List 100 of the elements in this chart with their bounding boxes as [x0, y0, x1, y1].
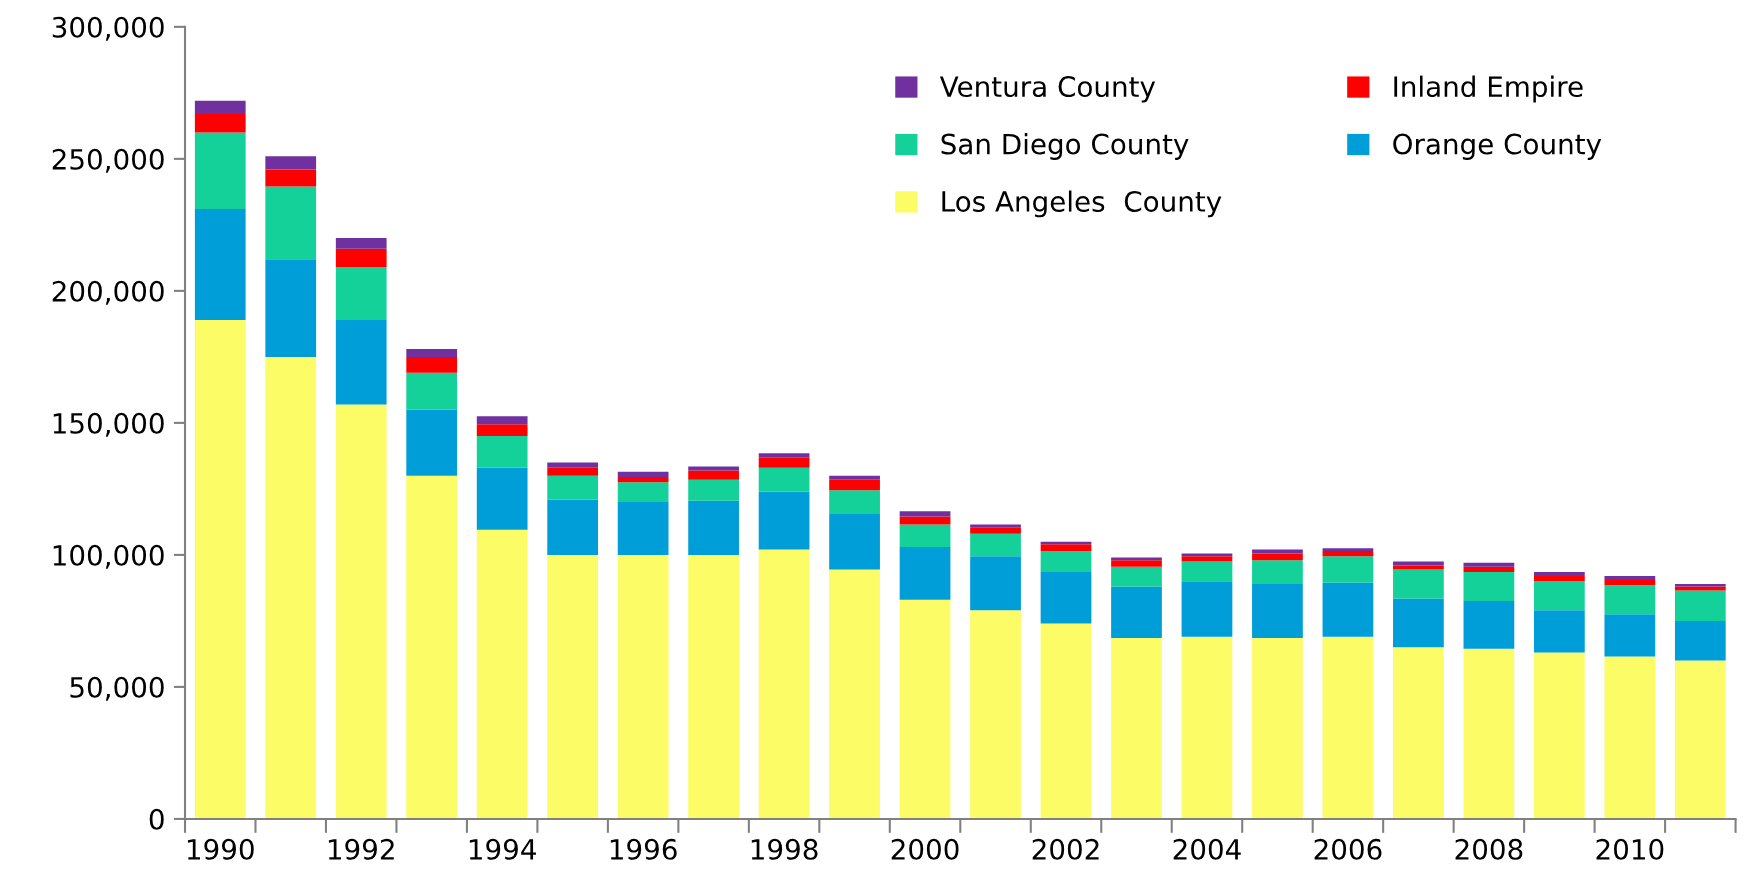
- x-tick-label: 2002: [1032, 838, 1099, 860]
- bar: [1252, 553, 1303, 561]
- x-tick-label: 1992: [328, 838, 394, 860]
- bar: [970, 533, 1021, 557]
- bar: [758, 491, 810, 550]
- bar: [617, 477, 669, 483]
- bar: [1252, 560, 1303, 584]
- bar: [547, 475, 599, 500]
- bar: [265, 156, 317, 170]
- bar: [1181, 561, 1233, 582]
- y-tick-label: 50,000: [70, 676, 164, 701]
- legend-label: Inland Empire: [1394, 75, 1583, 103]
- bar: [1111, 586, 1162, 639]
- bar: [335, 248, 387, 268]
- y-tick-label: 250,000: [52, 148, 164, 173]
- bar: [1463, 562, 1515, 567]
- bar: [970, 610, 1021, 819]
- y-tick-label: 200,000: [52, 280, 164, 305]
- x-tick-label: 1994: [469, 838, 536, 860]
- bar: [335, 319, 387, 405]
- bar: [406, 372, 458, 410]
- bar: [688, 500, 739, 555]
- y-tick-label: 100,000: [53, 544, 164, 569]
- bar: [1040, 544, 1092, 551]
- bar: [758, 453, 810, 458]
- bar: [335, 267, 387, 320]
- bar: [1393, 647, 1444, 819]
- bar: [1604, 585, 1656, 615]
- bar: [1534, 572, 1585, 577]
- bar: [1322, 636, 1374, 819]
- bar: [758, 457, 810, 468]
- bar: [406, 475, 458, 819]
- bar: [829, 479, 880, 491]
- bar: [1463, 648, 1515, 819]
- bar: [829, 513, 880, 570]
- y-tick-label: 150,000: [53, 412, 164, 437]
- bar: [688, 470, 739, 480]
- bar: [406, 356, 458, 373]
- bar: [758, 549, 810, 819]
- legend-label: San Diego County: [941, 133, 1189, 160]
- x-tick-label: 2008: [1455, 838, 1523, 860]
- bar: [194, 319, 246, 819]
- bar: [547, 462, 599, 468]
- bar: [265, 356, 317, 819]
- bar: [1181, 581, 1233, 637]
- bar: [617, 471, 669, 478]
- y-tick-label: 0: [149, 808, 164, 830]
- legend-label: Ventura County: [939, 76, 1156, 103]
- bar: [265, 186, 317, 260]
- bar: [476, 424, 528, 437]
- bar: [688, 466, 739, 471]
- bar: [406, 409, 458, 476]
- bar: [970, 556, 1021, 611]
- x-tick-label: 2006: [1314, 838, 1382, 860]
- bar: [547, 499, 599, 555]
- bar: [899, 516, 951, 525]
- bar: [1463, 566, 1515, 573]
- bar: [617, 482, 669, 503]
- bar: [1111, 560, 1162, 567]
- x-tick-label: 1996: [610, 838, 677, 860]
- bar: [1604, 656, 1656, 819]
- bar: [1463, 601, 1515, 649]
- bar: [1393, 598, 1444, 648]
- y-tick-label: 300,000: [52, 16, 164, 41]
- bar: [547, 467, 599, 476]
- bar: [547, 554, 599, 819]
- legend-label: Orange County: [1393, 133, 1602, 160]
- bar: [194, 113, 246, 133]
- bar: [1674, 583, 1726, 587]
- bar: [829, 475, 880, 480]
- bar: [335, 404, 387, 819]
- bar: [1111, 638, 1162, 819]
- bar: [265, 259, 317, 357]
- bar: [899, 511, 951, 517]
- bar: [1040, 623, 1092, 819]
- bar: [1674, 590, 1726, 621]
- bar: [688, 479, 739, 501]
- bar: [1181, 556, 1233, 562]
- bar: [265, 169, 317, 187]
- bar: [1604, 579, 1656, 586]
- bar: [688, 554, 739, 819]
- bar: [1252, 583, 1303, 639]
- x-tick-label: 2000: [891, 838, 959, 860]
- bar: [406, 348, 458, 357]
- bar: [758, 467, 810, 492]
- bar: [1252, 549, 1303, 554]
- bar: [1393, 569, 1444, 599]
- x-tick-label: 1990: [187, 838, 254, 860]
- bar: [1040, 550, 1092, 573]
- bar: [194, 132, 246, 210]
- bar: [1322, 556, 1374, 583]
- bar: [1534, 581, 1585, 611]
- bar: [1322, 550, 1374, 557]
- bar: [194, 100, 246, 114]
- bar: [1040, 572, 1092, 624]
- bar: [617, 502, 669, 555]
- bar: [476, 467, 528, 530]
- bar: [1604, 576, 1656, 580]
- bar: [1534, 652, 1585, 819]
- bar: [1534, 576, 1585, 582]
